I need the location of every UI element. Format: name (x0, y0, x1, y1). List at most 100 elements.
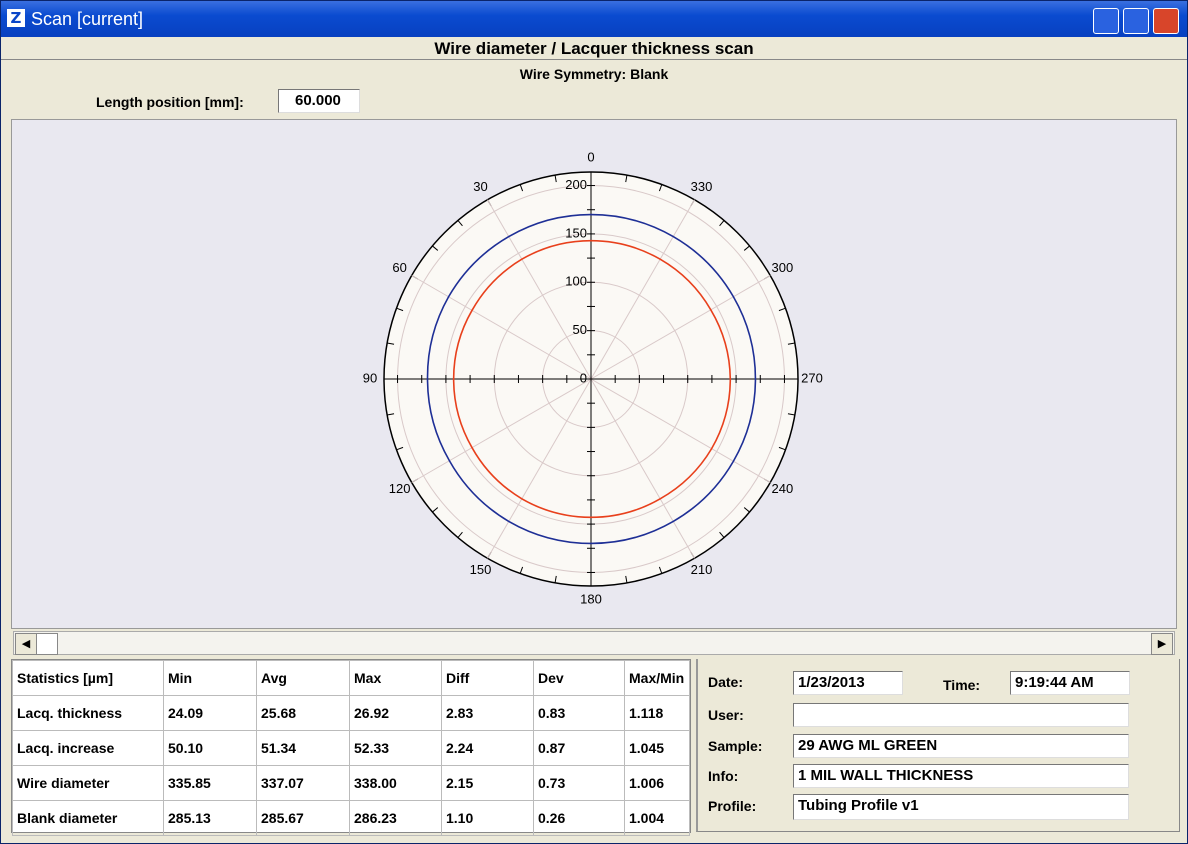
ring-tick (457, 531, 463, 538)
scrollbar[interactable]: ◀ ▶ (13, 631, 1175, 655)
column-header: Statistics [µm] (12, 660, 164, 696)
statistics-panel: Statistics [µm] Min Avg Max Diff Dev Max/Min La… (11, 659, 691, 836)
series-line (426, 213, 757, 545)
ring-tick (787, 413, 795, 416)
stat-cell: 285.13 (163, 800, 257, 836)
ring-tick (457, 220, 463, 227)
ring-tick (432, 245, 439, 251)
stat-cell: 26.92 (349, 695, 442, 731)
ring-tick (658, 566, 663, 574)
ring-tick (743, 507, 750, 513)
stat-cell: 0.87 (533, 730, 625, 766)
stat-row: Blank diameter 285.13 285.67 286.23 1.10 0.26… (12, 800, 690, 836)
scroll-left[interactable]: ◀ (15, 633, 37, 655)
field-input[interactable]: 29 AWG ML GREEN (793, 734, 1129, 758)
stat-cell: 1.004 (624, 800, 690, 836)
statistics-table: Statistics [µm] Min Avg Max Diff Dev Max/Min La… (12, 660, 690, 836)
angle-label: 210 (691, 562, 713, 577)
stat-cell: 51.34 (256, 730, 350, 766)
angle-label: 240 (772, 481, 794, 496)
stat-cell: 338.00 (349, 765, 442, 801)
ring-tick (554, 575, 557, 583)
angle-label: 300 (772, 260, 794, 275)
field-input[interactable]: 1/23/2013 (793, 671, 903, 695)
ring-tick (778, 307, 786, 312)
stat-cell: 25.68 (256, 695, 350, 731)
field-label: User: (708, 707, 744, 723)
ring-tick (396, 446, 404, 451)
angle-label: 30 (473, 179, 487, 194)
field-label: Sample: (708, 738, 763, 754)
radial-tick-label: 0 (580, 370, 587, 385)
length-input[interactable]: 60.000 (278, 89, 360, 113)
angle-label: 90 (363, 370, 377, 385)
field-label: Time: (943, 677, 981, 693)
angle-grid-line (411, 275, 592, 380)
app-icon: Z (7, 9, 25, 27)
header-row: Statistics [µm] Min Avg Max Diff Dev Max/Min (12, 660, 690, 696)
stat-cell: 335.85 (163, 765, 257, 801)
stat-cell: 1.045 (624, 730, 690, 766)
ring-tick (387, 413, 395, 416)
stat-cell: 337.07 (256, 765, 350, 801)
column-header: Avg (256, 660, 350, 696)
title-bar: Z Scan [current] (1, 1, 1187, 37)
minimize-button[interactable] (1093, 8, 1119, 34)
angle-grid-line (487, 199, 592, 380)
stat-row: Lacq. thickness 24.09 25.68 26.92 2.83 0.83 1.… (12, 695, 690, 731)
radial-tick-label: 50 (573, 322, 587, 337)
field-input[interactable] (793, 703, 1129, 727)
row-label: Lacq. increase (12, 730, 164, 766)
stat-cell: 0.83 (533, 695, 625, 731)
angle-grid-line (411, 378, 592, 483)
radial-tick-label: 150 (565, 225, 587, 240)
close-button[interactable] (1153, 8, 1179, 34)
ring-tick (396, 307, 404, 312)
angle-label: 120 (389, 481, 411, 496)
column-header: Max (349, 660, 442, 696)
stat-cell: 52.33 (349, 730, 442, 766)
ring-tick (743, 245, 750, 251)
separator (1, 59, 1187, 60)
ring-tick (554, 175, 557, 183)
field-label: Info: (708, 768, 739, 784)
ring-tick (387, 342, 395, 345)
scan-subtitle: Wire Symmetry: Blank (519, 66, 669, 82)
row-label: Blank diameter (12, 800, 164, 836)
angle-label: 330 (691, 179, 713, 194)
field-label: Date: (708, 674, 744, 690)
field-input[interactable]: Tubing Profile v1 (793, 794, 1129, 820)
stat-row: Lacq. increase 50.10 51.34 52.33 2.24 0.87 1.0… (12, 730, 690, 766)
angle-grid-line (487, 378, 592, 559)
ring-tick (625, 575, 628, 583)
angle-grid-line (590, 378, 771, 483)
stat-cell: 285.67 (256, 800, 350, 836)
field-input[interactable]: 1 MIL WALL THICKNESS (793, 764, 1129, 788)
stat-cell: 0.26 (533, 800, 625, 836)
stat-cell: 0.73 (533, 765, 625, 801)
angle-grid-line (590, 275, 771, 380)
stat-cell: 2.83 (441, 695, 534, 731)
stat-cell: 286.23 (349, 800, 442, 836)
maximize-button[interactable] (1123, 8, 1149, 34)
angle-grid-line (590, 378, 695, 559)
stat-cell: 2.15 (441, 765, 534, 801)
stat-row: Wire diameter 335.85 337.07 338.00 2.15 0.73 1… (12, 765, 690, 801)
ring-tick (432, 507, 439, 513)
radial-tick-label: 100 (565, 274, 587, 289)
radial-tick-label: 200 (565, 177, 587, 192)
stat-cell: 24.09 (163, 695, 257, 731)
ring-tick (719, 220, 725, 227)
angle-label: 180 (580, 591, 602, 606)
stat-cell: 50.10 (163, 730, 257, 766)
stat-cell: 1.118 (624, 695, 690, 731)
row-label: Wire diameter (12, 765, 164, 801)
plot-area: 0 30 60 90 120 150 180 210 240 270 300 330 0 50 100 150… (11, 119, 1177, 629)
ring-tick (658, 184, 663, 192)
scroll-right[interactable]: ▶ (1151, 633, 1173, 655)
field-input[interactable]: 9:19:44 AM (1010, 671, 1130, 695)
column-header: Min (163, 660, 257, 696)
ring-tick (625, 175, 628, 183)
scroll-thumb[interactable] (36, 633, 58, 655)
